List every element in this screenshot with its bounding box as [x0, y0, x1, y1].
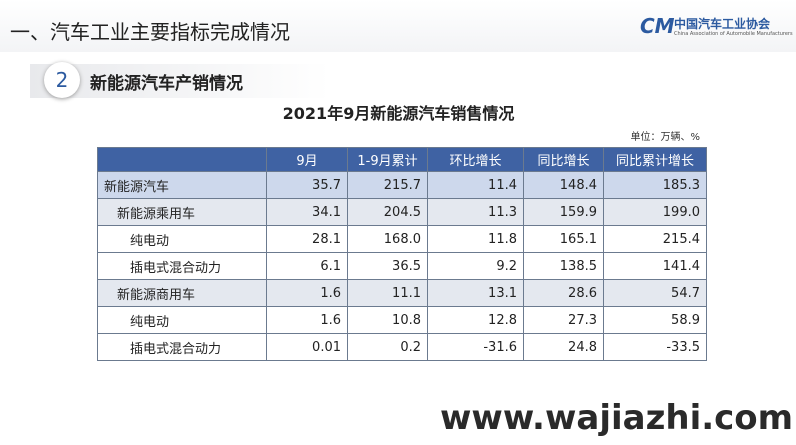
- cell: 1.6: [266, 279, 348, 307]
- cell: 35.7: [266, 171, 348, 199]
- logo-mark: CM: [640, 14, 675, 38]
- section-number: 2: [44, 62, 80, 98]
- column-header: 9月: [266, 147, 348, 172]
- cell: 9.2: [427, 252, 524, 280]
- cell: 168.0: [347, 225, 428, 253]
- cell: 0.2: [347, 333, 428, 361]
- cell: 28.1: [266, 225, 348, 253]
- cell: 1.6: [266, 306, 348, 334]
- cell: 138.5: [523, 252, 604, 280]
- cell: 24.8: [523, 333, 604, 361]
- cell: 6.1: [266, 252, 348, 280]
- cell: 插电式混合动力: [97, 333, 267, 361]
- table-row: 纯电动 1.6 10.8 12.8 27.3 58.9: [97, 306, 707, 334]
- cell: 165.1: [523, 225, 604, 253]
- logo-cn: 中国汽车工业协会: [674, 17, 771, 31]
- cell: 11.8: [427, 225, 524, 253]
- table-row: 新能源汽车 35.7 215.7 11.4 148.4 185.3: [97, 171, 707, 199]
- cell: 新能源乘用车: [97, 198, 267, 226]
- cell: 插电式混合动力: [97, 252, 267, 280]
- table-row: 新能源乘用车 34.1 204.5 11.3 159.9 199.0: [97, 198, 707, 226]
- table-row: 插电式混合动力 6.1 36.5 9.2 138.5 141.4: [97, 252, 707, 280]
- cell: 36.5: [347, 252, 428, 280]
- header-row: 9月 1-9月累计 环比增长 同比增长 同比累计增长: [97, 147, 707, 172]
- cell: 215.7: [347, 171, 428, 199]
- cell: 11.4: [427, 171, 524, 199]
- column-header: 同比增长: [523, 147, 604, 172]
- logo-en: China Association of Automobile Manufact…: [674, 31, 793, 37]
- cell: 28.6: [523, 279, 604, 307]
- cell: 0.01: [266, 333, 348, 361]
- cell: 27.3: [523, 306, 604, 334]
- cell: 215.4: [603, 225, 707, 253]
- cell: 纯电动: [97, 306, 267, 334]
- cell: 新能源商用车: [97, 279, 267, 307]
- cell: -31.6: [427, 333, 524, 361]
- cell: -33.5: [603, 333, 707, 361]
- table-row: 纯电动 28.1 168.0 11.8 165.1 215.4: [97, 225, 707, 253]
- cell: 10.8: [347, 306, 428, 334]
- cell: 148.4: [523, 171, 604, 199]
- column-header: 1-9月累计: [347, 147, 428, 172]
- cell: 纯电动: [97, 225, 267, 253]
- cell: 11.1: [347, 279, 428, 307]
- table-row: 插电式混合动力 0.01 0.2 -31.6 24.8 -33.5: [97, 333, 707, 361]
- column-header: 同比累计增长: [603, 147, 707, 172]
- cell: 199.0: [603, 198, 707, 226]
- section-title: 新能源汽车产销情况: [90, 74, 243, 94]
- cell: 34.1: [266, 198, 348, 226]
- column-header: 环比增长: [427, 147, 524, 172]
- cell: 12.8: [427, 306, 524, 334]
- cell: 11.3: [427, 198, 524, 226]
- cell: 58.9: [603, 306, 707, 334]
- cell: 185.3: [603, 171, 707, 199]
- watermark: www.wajiazhi.com: [440, 398, 794, 438]
- cell: 159.9: [523, 198, 604, 226]
- column-header: [97, 147, 267, 172]
- section-band: [30, 64, 330, 98]
- cell: 141.4: [603, 252, 707, 280]
- table: 9月 1-9月累计 环比增长 同比增长 同比累计增长 新能源汽车 35.7 215.7 11.4…: [97, 147, 707, 361]
- header-title: 一、汽车工业主要指标完成情况: [10, 20, 290, 44]
- unit: 单位：万辆、%: [630, 132, 700, 143]
- cell: 新能源汽车: [97, 171, 267, 199]
- cell: 13.1: [427, 279, 524, 307]
- header-band: [0, 0, 796, 52]
- table-title: 2021年9月新能源汽车销售情况: [282, 104, 515, 123]
- table-row: 新能源商用车 1.6 11.1 13.1 28.6 54.7: [97, 279, 707, 307]
- cell: 54.7: [603, 279, 707, 307]
- cell: 204.5: [347, 198, 428, 226]
